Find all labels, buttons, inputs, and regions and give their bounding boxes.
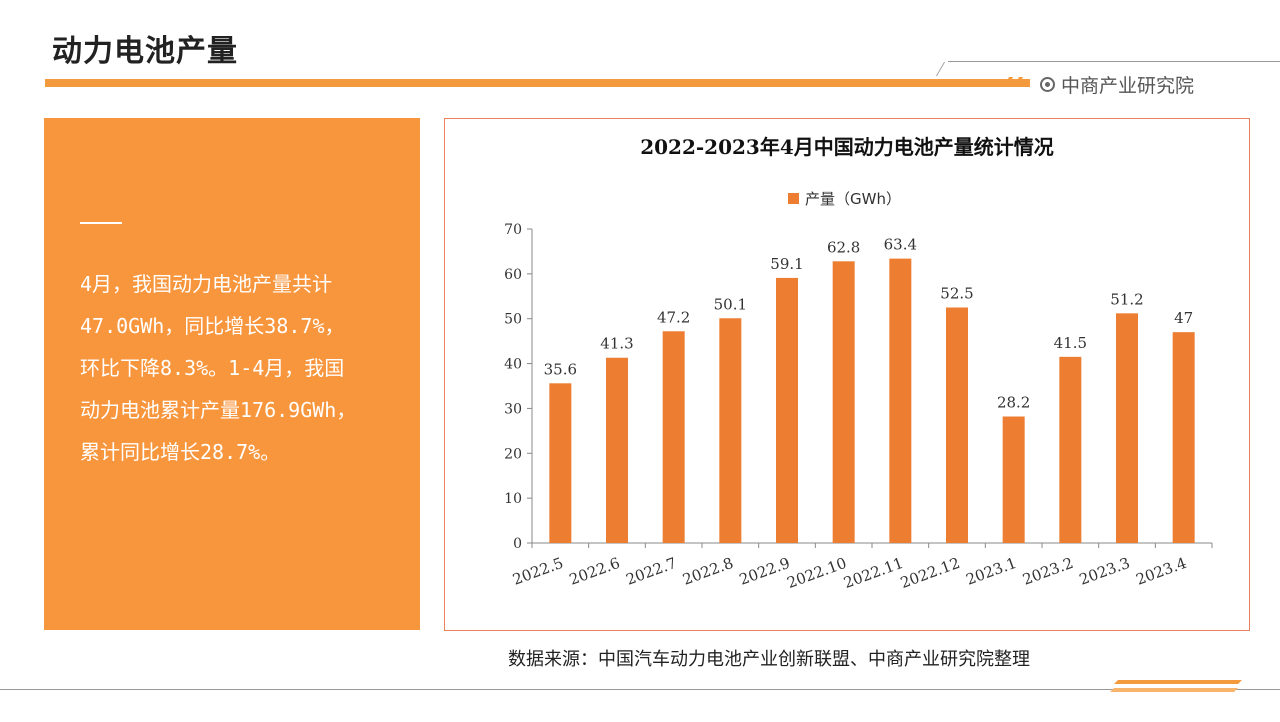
brand-logo: 中商产业研究院 [1040,71,1194,98]
summary-line: 4月，我国动力电池产量共计 [80,272,333,296]
summary-line: 动力电池累计产量176.9GWh， [80,398,357,422]
y-tick-label: 30 [504,401,522,417]
footer-line [0,689,1280,690]
bar [606,357,628,543]
bar [889,258,912,543]
y-tick-label: 0 [513,536,522,552]
data-label: 41.5 [1054,334,1087,352]
bar [832,261,855,543]
x-tick-label: 2023.3 [1077,554,1132,589]
data-label: 59.1 [770,255,803,273]
data-label: 52.5 [940,285,973,303]
bar [549,383,572,543]
source-note: 数据来源：中国汽车动力电池产业创新联盟、中商产业研究院整理 [508,649,1030,670]
x-tick-label: 2022.8 [680,554,735,589]
data-label: 41.3 [600,335,633,353]
data-label: 50.1 [714,295,747,313]
brand-name: 中商产业研究院 [1061,75,1195,97]
y-tick-label: 40 [504,357,522,373]
stripe-decoration-icon [1110,680,1242,692]
bar [1172,332,1195,543]
summary-divider [80,222,122,224]
data-label: 47.2 [657,308,690,326]
x-tick-label: 2022.10 [785,554,849,592]
bar [1059,356,1082,543]
x-tick-label: 2022.5 [510,554,565,589]
legend-label: 产量（GWh） [805,190,901,208]
chart-container: 2022-2023年4月中国动力电池产量统计情况 产量（GWh） 0 10 20 30 4… [444,118,1250,631]
data-label: 47 [1174,309,1193,327]
x-tick-label: 2022.6 [567,554,622,589]
target-icon [1040,77,1055,92]
summary-line: 47.0GWh，同比增长38.7%， [80,314,345,338]
header-divider-line [948,61,1280,62]
x-tick-label: 2022.11 [841,554,905,592]
y-tick-label: 70 [504,222,522,238]
bar [946,307,968,543]
y-tick-label: 60 [504,267,522,283]
x-tick-label: 2023.4 [1134,554,1189,589]
header-divider-slant [935,62,946,76]
x-tick-label: 2023.1 [964,554,1019,589]
y-tick-label: 10 [504,491,522,507]
bar [662,331,685,543]
chevron-decoration-icon [1004,77,1023,87]
x-tick-label: 2022.7 [624,554,679,589]
x-tick-label: 2022.12 [898,554,962,592]
summary-line: 累计同比增长28.7%。 [80,440,281,464]
data-label: 35.6 [544,360,577,378]
data-label: 63.4 [884,236,917,254]
page-title: 动力电池产量 [52,34,238,69]
bar [719,318,742,543]
chart-title: 2022-2023年4月中国动力电池产量统计情况 [640,135,1054,159]
bar [776,277,798,543]
bar [1116,313,1138,543]
data-label: 51.2 [1110,290,1143,308]
summary-panel: 4月，我国动力电池产量共计 47.0GWh，同比增长38.7%， 环比下降8.3… [44,118,420,630]
y-tick-label: 20 [504,446,522,462]
y-tick-label: 50 [504,312,522,328]
summary-line: 环比下降8.3%。1-4月，我国 [80,356,345,380]
x-tick-label: 2023.2 [1020,554,1075,589]
x-tick-label: 2022.9 [737,554,792,589]
data-label: 62.8 [827,238,860,256]
summary-text: 4月，我国动力电池产量共计 47.0GWh，同比增长38.7%， 环比下降8.3… [80,263,400,473]
bar [1002,416,1025,543]
legend-swatch [788,193,799,204]
title-underline-bar [45,79,1030,87]
data-label: 28.2 [997,394,1030,412]
bar-chart: 产量（GWh） 0 10 20 30 40 50 60 70 35.6 2022.5 41.3 2022… [504,190,1213,592]
